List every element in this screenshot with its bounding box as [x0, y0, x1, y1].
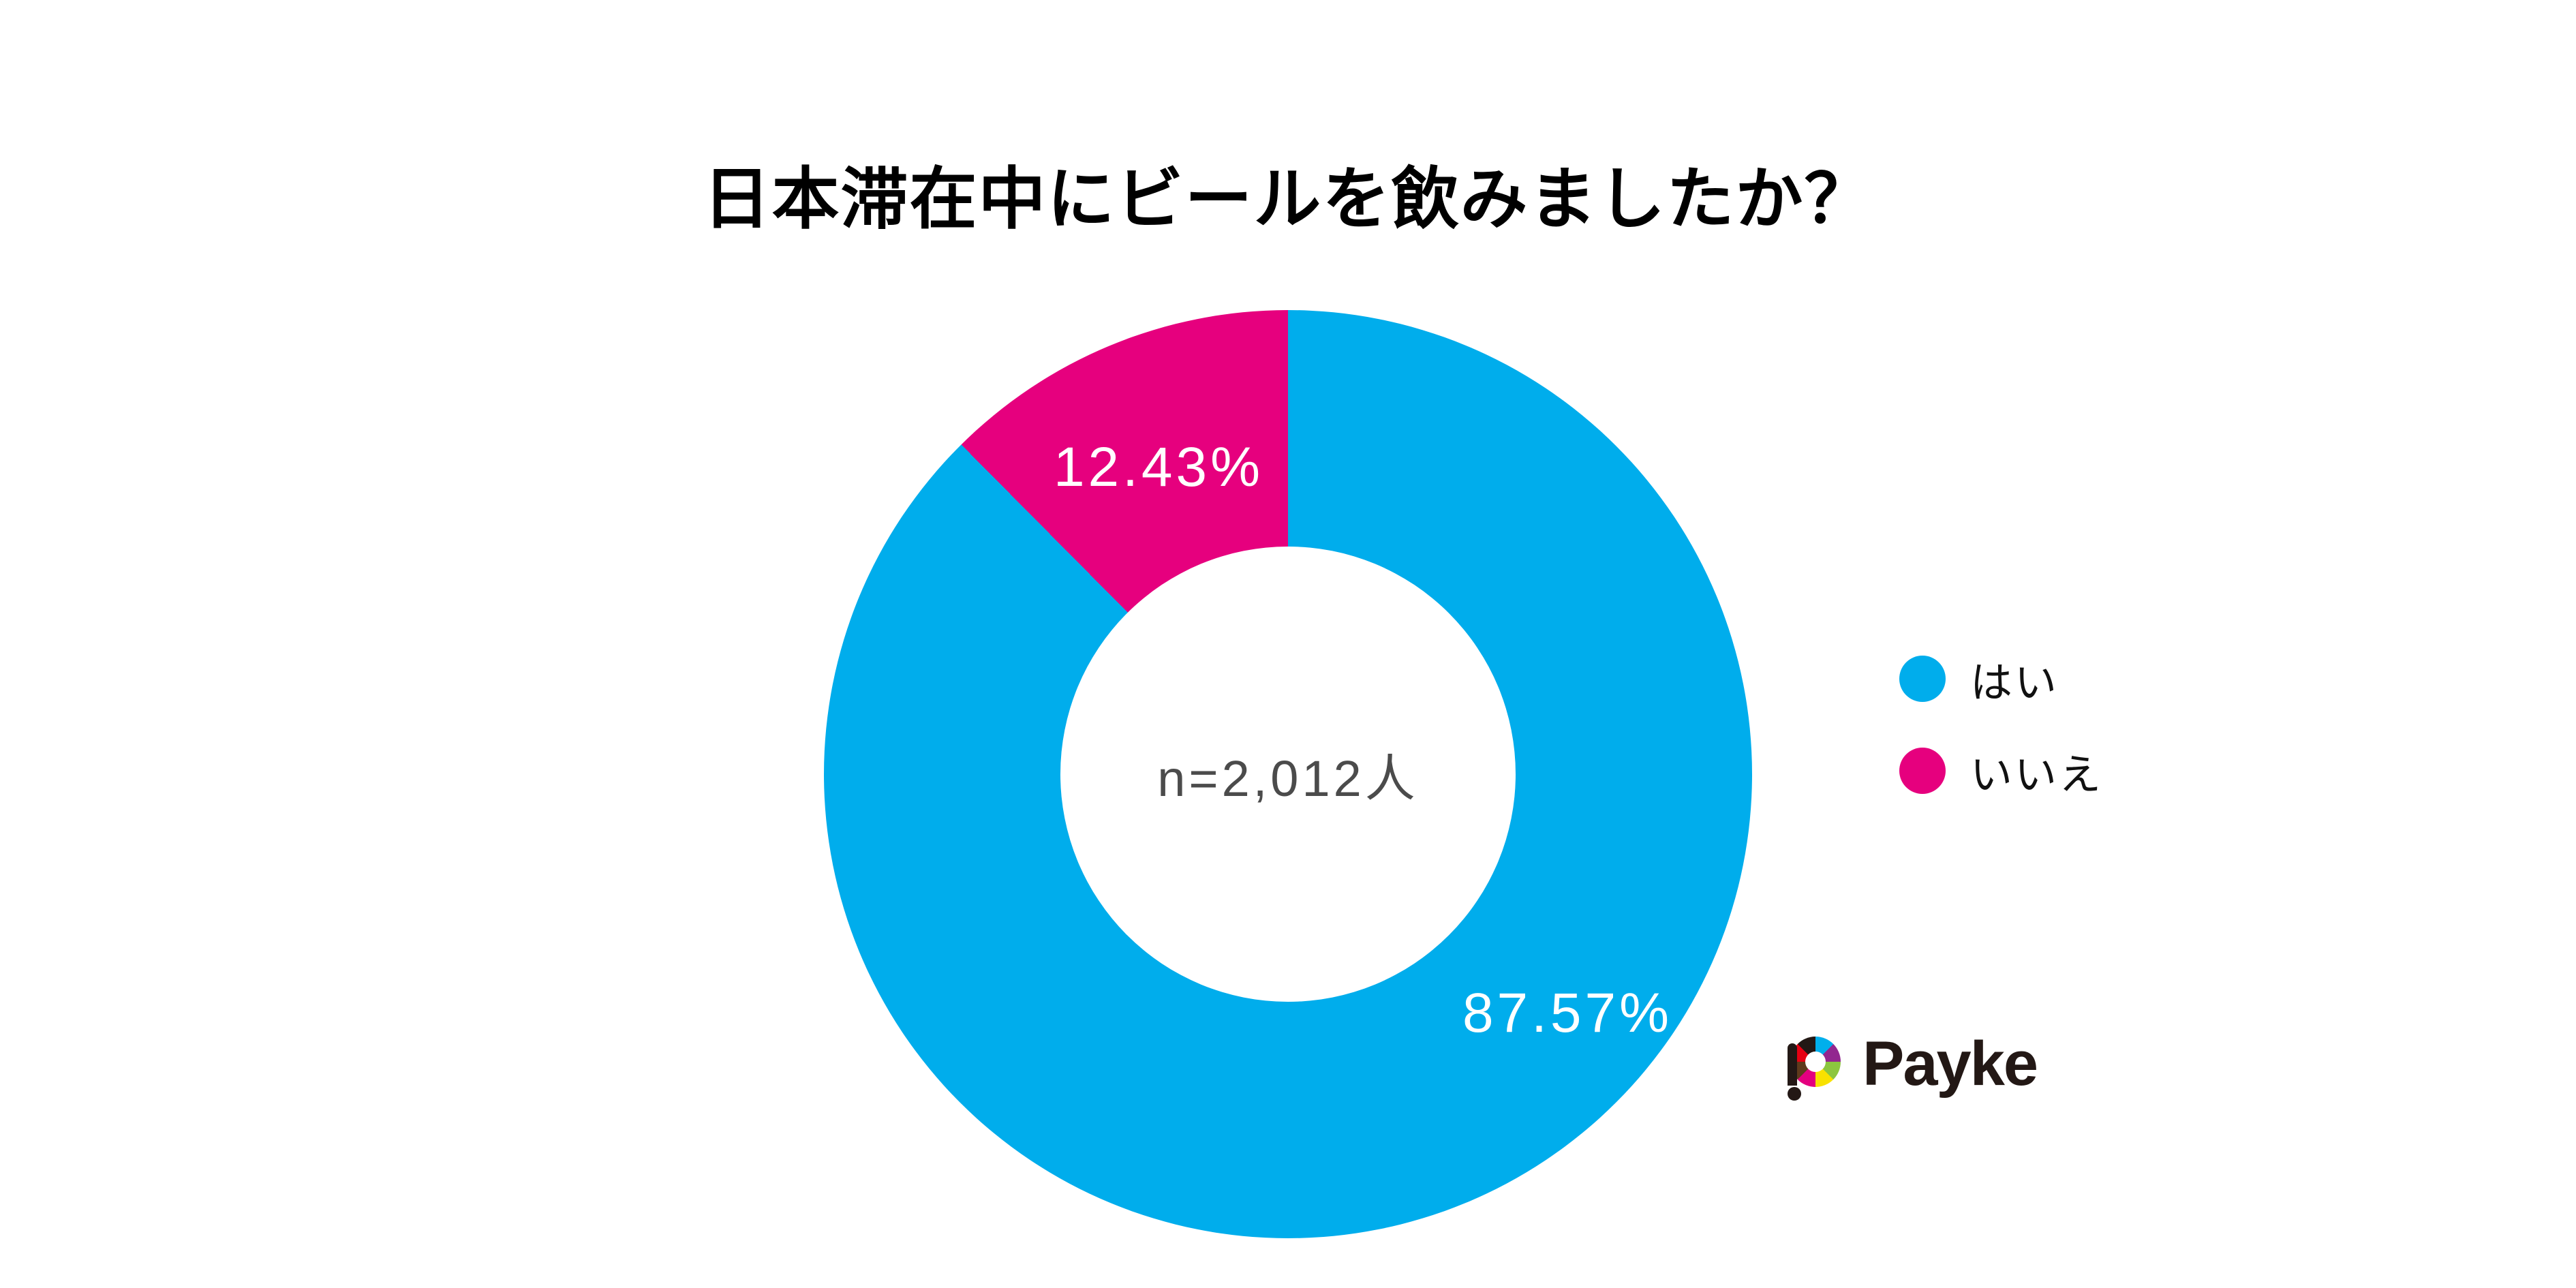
sample-size-label: n=2,012人 [1157, 750, 1419, 807]
payke-logo-icon [1788, 1035, 1842, 1102]
legend-item-yes: はい [1899, 648, 2103, 709]
chart-title: 日本滞在中にビールを飲みましたか？ [703, 161, 1873, 236]
legend-swatch-no-icon [1899, 748, 1946, 794]
payke-logo-text: Payke [1862, 1029, 2038, 1099]
donut-hole: n=2,012人 [1060, 547, 1516, 1002]
payke-logo: Payke [1788, 1029, 2038, 1102]
slice-label-yes: 87.57% [1462, 982, 1673, 1044]
legend-item-no: いいえ [1899, 740, 2103, 801]
legend-label-no: いいえ [1970, 752, 2104, 799]
legend-label-yes: はい [1970, 660, 2059, 707]
legend-swatch-yes-icon [1899, 656, 1946, 702]
payke-dot-icon [1788, 1087, 1801, 1101]
payke-ring-icon [1790, 1037, 1841, 1087]
payke-ring-hole [1805, 1052, 1826, 1072]
payke-stem-icon [1788, 1043, 1797, 1086]
legend: はい いいえ [1899, 648, 2103, 801]
slice-label-no: 12.43% [1053, 436, 1264, 498]
donut-chart: n=2,012人 12.43% 87.57% [824, 310, 1752, 1238]
